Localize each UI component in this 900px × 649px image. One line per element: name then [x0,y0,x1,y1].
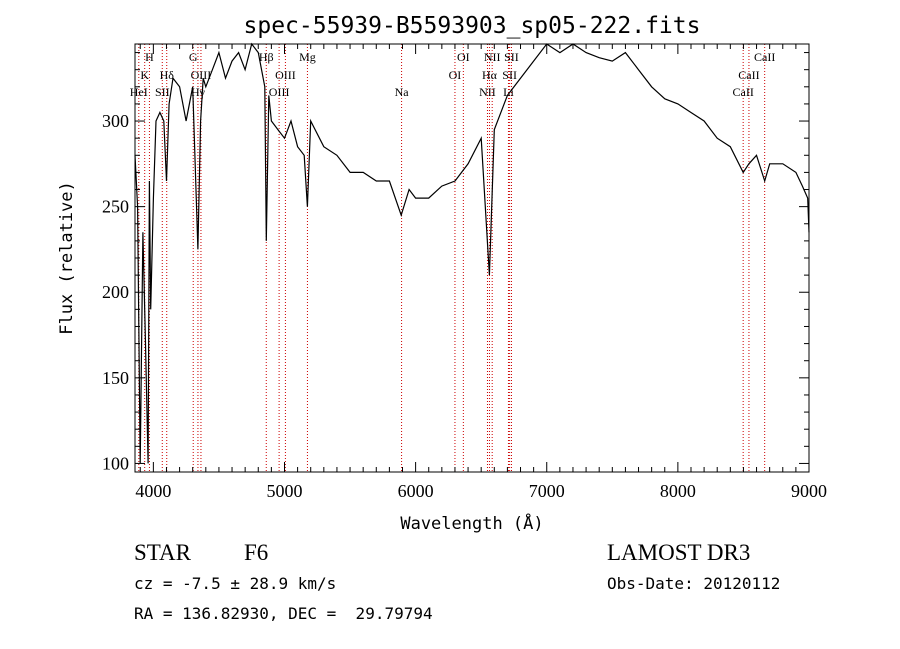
object-type: STAR [134,540,192,565]
spectral-line-label: OI [457,50,470,64]
x-tick-label: 7000 [529,481,565,501]
y-axis-label: Flux (relative) [57,181,77,335]
y-axis-ticks: 100 150 200 250 300 [102,52,809,473]
spectrum-series [134,42,810,464]
plot-frame [134,43,810,473]
spectral-line-label: H [145,50,154,64]
spectral-line-label: NII [484,50,501,64]
x-tick-label: 4000 [135,481,171,501]
x-tick-label: 6000 [398,481,434,501]
spectral-line-label: SII [502,68,517,82]
spectral-line-label: OIII [269,85,290,99]
spectral-line-label: OIII [275,68,296,82]
y-tick-label: 150 [102,368,129,388]
y-tick-label: 300 [102,111,129,131]
x-axis-ticks: 4000 5000 6000 7000 8000 9000 [135,44,827,501]
x-tick-label: 8000 [660,481,696,501]
spectral-line-label: CaII [754,50,775,64]
spectral-line-labels: HKHeIHδSIIGOIIIHγHβOIIIOIIIMgNaOIOINIIHα… [130,50,776,99]
spectral-line-label: Na [395,85,410,99]
survey-name: LAMOST DR3 [607,540,750,565]
spectral-line-label: Hδ [160,68,175,82]
spectral-line-label: Li [503,85,514,99]
spectral-line-label: OI [449,68,462,82]
spectral-line-label: OIII [191,68,212,82]
spectral-line-markers [138,44,766,472]
x-tick-label: 5000 [266,481,302,501]
spectral-line-label: CaII [738,68,759,82]
spectral-line-label: Hβ [259,50,274,64]
chart-title: spec-55939-B5593903_sp05-222.fits [244,13,701,39]
spectral-line-label: NII [479,85,496,99]
spectral-line-label: Mg [299,50,316,64]
spectral-line-label: SII [504,50,519,64]
spectral-line-label: Hγ [191,85,206,99]
y-tick-label: 250 [102,197,129,217]
spectral-subclass: F6 [244,540,268,565]
redshift-velocity: cz = -7.5 ± 28.9 km/s [134,574,336,593]
x-axis-label: Wavelength (Å) [400,512,543,534]
spectral-line-label: Hα [482,68,498,82]
spectral-line-label: HeI [130,85,148,99]
observation-date: Obs-Date: 20120112 [607,574,780,593]
y-tick-label: 200 [102,282,129,302]
spectral-line-label: K [140,68,149,82]
spectral-line-label: G [189,50,198,64]
y-tick-label: 100 [102,453,129,473]
spectrum-line [134,42,810,464]
spectral-line-label: SII [155,85,170,99]
spectral-line-label: CaII [733,85,754,99]
x-tick-label: 9000 [791,481,827,501]
coordinates: RA = 136.82930, DEC = 29.79794 [134,604,433,623]
